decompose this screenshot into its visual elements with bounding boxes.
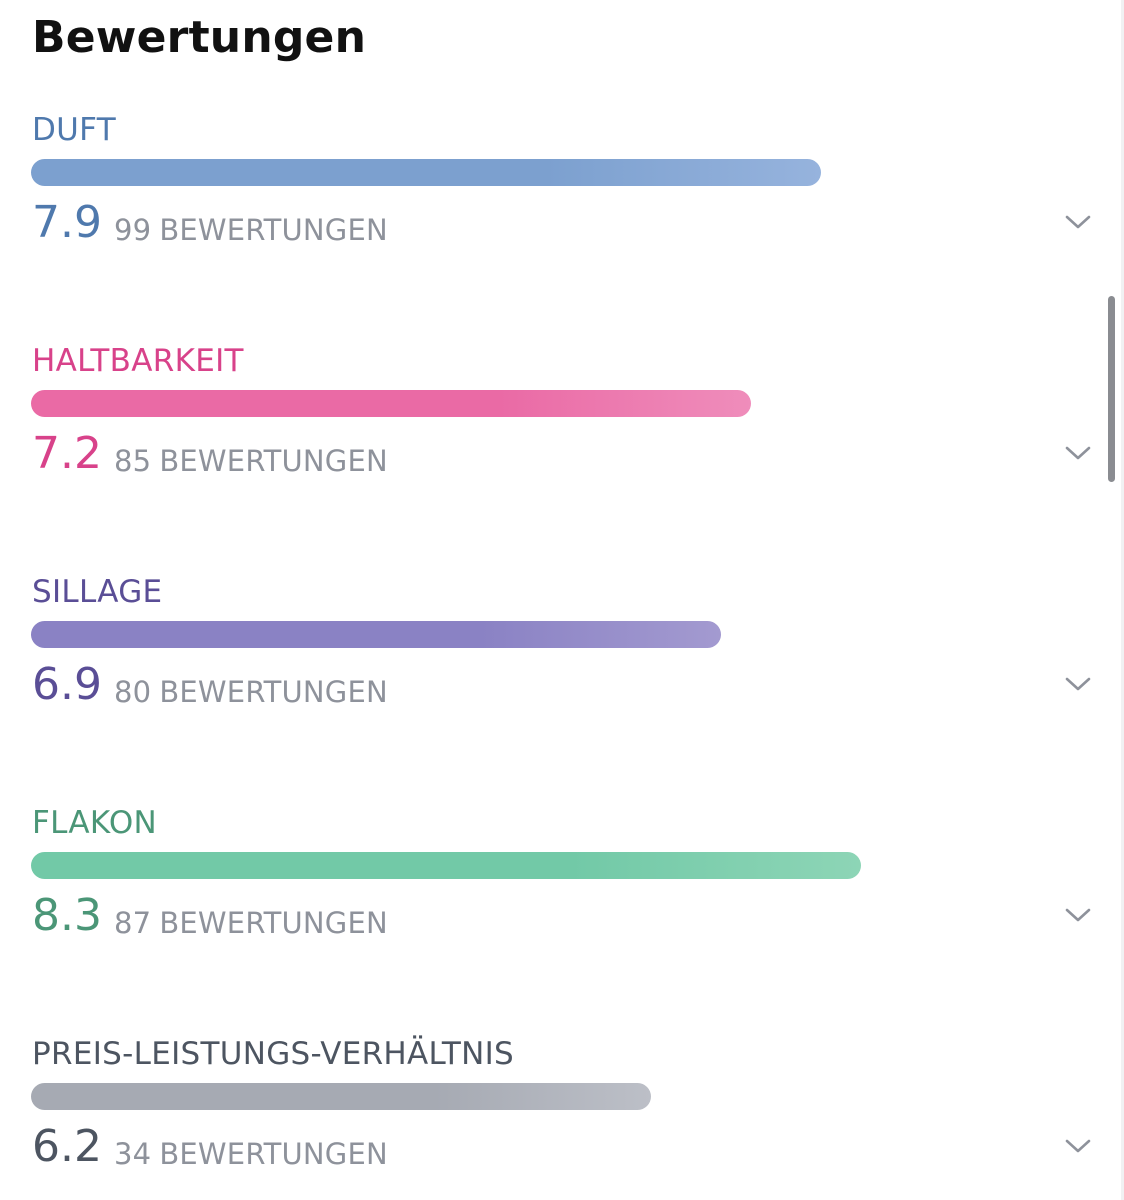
score-value: 7.9 xyxy=(32,197,102,248)
rating-bar xyxy=(31,390,1031,417)
expand-button[interactable] xyxy=(1058,202,1098,242)
count-label: BEWERTUNGEN xyxy=(159,444,388,478)
score-value: 6.9 xyxy=(32,659,102,710)
expand-button[interactable] xyxy=(1058,433,1098,473)
count-label: BEWERTUNGEN xyxy=(159,675,388,709)
rating-sillage: SILLAGE 6.9 80 BEWERTUNGEN xyxy=(0,574,1124,774)
count-label: BEWERTUNGEN xyxy=(159,906,388,940)
scrollbar-thumb[interactable] xyxy=(1108,296,1115,482)
rating-count: 85 BEWERTUNGEN xyxy=(114,444,388,478)
chevron-down-icon xyxy=(1065,446,1091,460)
category-label: SILLAGE xyxy=(32,574,163,610)
category-label: FLAKON xyxy=(32,805,158,841)
rating-bar-fill xyxy=(31,621,721,648)
count-number: 99 xyxy=(114,213,152,247)
expand-button[interactable] xyxy=(1058,1126,1098,1166)
category-label: PREIS-LEISTUNGS-VERHÄLTNIS xyxy=(32,1036,514,1072)
category-label: DUFT xyxy=(32,112,116,148)
rating-count: 87 BEWERTUNGEN xyxy=(114,906,388,940)
rating-bar-fill xyxy=(31,1083,651,1110)
rating-bar-fill xyxy=(31,159,821,186)
chevron-down-icon xyxy=(1065,215,1091,229)
rating-count: 99 BEWERTUNGEN xyxy=(114,213,388,247)
count-number: 34 xyxy=(114,1137,152,1171)
chevron-down-icon xyxy=(1065,1139,1091,1153)
chevron-down-icon xyxy=(1065,908,1091,922)
expand-button[interactable] xyxy=(1058,664,1098,704)
page-edge xyxy=(1121,0,1124,1200)
rating-duft: DUFT 7.9 99 BEWERTUNGEN xyxy=(0,112,1124,312)
rating-bar xyxy=(31,1083,1031,1110)
count-number: 80 xyxy=(114,675,152,709)
rating-count: 34 BEWERTUNGEN xyxy=(114,1137,388,1171)
expand-button[interactable] xyxy=(1058,895,1098,935)
score-value: 8.3 xyxy=(32,890,102,941)
chevron-down-icon xyxy=(1065,677,1091,691)
rating-preis-leistungs-verhaeltnis: PREIS-LEISTUNGS-VERHÄLTNIS 6.2 34 BEWERTU… xyxy=(0,1036,1124,1200)
rating-haltbarkeit: HALTBARKEIT 7.2 85 BEWERTUNGEN xyxy=(0,343,1124,543)
count-number: 87 xyxy=(114,906,152,940)
score-value: 6.2 xyxy=(32,1121,102,1172)
rating-bar-fill xyxy=(31,390,751,417)
rating-bar-fill xyxy=(31,852,861,879)
rating-bar xyxy=(31,621,1031,648)
rating-bar xyxy=(31,159,1031,186)
count-number: 85 xyxy=(114,444,152,478)
rating-flakon: FLAKON 8.3 87 BEWERTUNGEN xyxy=(0,805,1124,1005)
count-label: BEWERTUNGEN xyxy=(159,1137,388,1171)
rating-count: 80 BEWERTUNGEN xyxy=(114,675,388,709)
score-value: 7.2 xyxy=(32,428,102,479)
page-title: Bewertungen xyxy=(32,12,367,63)
category-label: HALTBARKEIT xyxy=(32,343,244,379)
count-label: BEWERTUNGEN xyxy=(159,213,388,247)
rating-bar xyxy=(31,852,1031,879)
